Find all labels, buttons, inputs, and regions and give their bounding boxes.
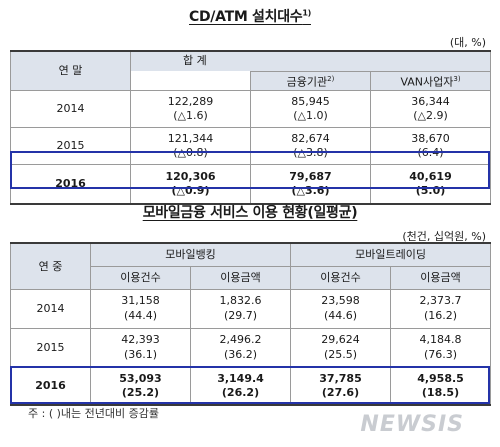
value-cell: 23,598 (290, 289, 392, 309)
change-cell: (36.2) (189, 347, 292, 368)
table-row: (△0.9) (△3.6) (5.0) (10, 184, 492, 204)
change-cell: (25.5) (290, 347, 392, 368)
change-cell: (18.5) (390, 386, 492, 405)
change-cell: (25.2) (90, 386, 191, 405)
value-cell: 79,687 (250, 164, 371, 184)
change-cell: (6.4) (369, 146, 492, 165)
table-row: 2014 31,158 1,832.6 23,598 2,373.7 (10, 289, 492, 329)
header-van: VAN사업자3) (369, 70, 492, 91)
header-banking-count: 이용건수 (90, 266, 191, 290)
value-cell: 29,624 (290, 328, 392, 348)
value-cell: 82,674 (250, 127, 371, 146)
value-cell: 36,344 (369, 90, 492, 109)
table2-title: 모바일금융 서비스 이용 현황(일평균) (142, 205, 358, 221)
change-cell: (△1.6) (130, 109, 251, 128)
change-cell: (26.2) (189, 386, 292, 405)
change-cell: (29.7) (189, 308, 292, 329)
table-row: 2016 53,093 3,149.4 37,785 4,958.5 (10, 367, 492, 405)
footnote: 주 : ( )내는 전년대비 증감률 (28, 407, 159, 420)
header-van-sup: 3) (453, 74, 461, 83)
value-cell: 120,306 (130, 164, 251, 184)
header-year: 연 중 (10, 242, 91, 290)
header-banking: 모바일뱅킹 (89, 242, 292, 267)
change-cell: (36.1) (90, 347, 191, 368)
value-cell: 37,785 (290, 367, 392, 386)
year-cell: 2015 (10, 127, 131, 165)
change-cell: (44.4) (90, 308, 191, 329)
value-cell: 2,373.7 (390, 289, 492, 309)
change-cell: (76.3) (390, 347, 492, 368)
value-cell: 38,670 (369, 127, 492, 146)
table1-title-text: CD/ATM 설치대수 (189, 9, 303, 25)
table-row: (36.1) (36.2) (25.5) (76.3) (11, 347, 492, 368)
table-row: 2016 120,306 79,687 40,619 (10, 164, 492, 204)
value-cell: 53,093 (90, 367, 191, 386)
header-banking-amount: 이용금액 (189, 266, 292, 290)
table-row: 2015 121,344 82,674 38,670 (10, 127, 492, 165)
value-cell: 85,945 (250, 90, 371, 109)
table1-title-sup: 1) (302, 8, 311, 18)
year-cell: 2014 (10, 289, 91, 329)
change-cell: (27.6) (290, 386, 392, 405)
year-cell: 2016 (10, 367, 91, 405)
value-cell: 4,958.5 (390, 367, 492, 386)
header-financial: 금융기관2) (250, 70, 371, 91)
table-row: (△1.6) (△1.0) (△2.9) (11, 109, 492, 128)
header-total: 합 계 (129, 50, 492, 71)
table-row: 2014 122,289 85,945 36,344 (10, 90, 492, 128)
header-trading-amount: 이용금액 (390, 266, 492, 290)
header-total-blank (130, 70, 251, 91)
table-row: (44.4) (29.7) (44.6) (16.2) (11, 308, 492, 329)
table1-title: CD/ATM 설치대수1) (0, 6, 500, 26)
table1-unit: (대, %) (449, 36, 486, 49)
header-financial-text: 금융기관 (286, 75, 328, 89)
value-cell: 40,619 (369, 164, 492, 184)
table-row: (25.2) (26.2) (27.6) (18.5) (10, 386, 492, 405)
cdatm-table: 연 말 합 계 금융기관2) VAN사업자3) 2014 122,289 85,… (10, 50, 492, 205)
table-row: 2015 42,393 2,496.2 29,624 4,184.8 (10, 328, 492, 368)
header-van-text: VAN사업자 (400, 75, 454, 89)
value-cell: 121,344 (130, 127, 251, 146)
header-year: 연 말 (10, 50, 131, 91)
change-cell: (△3.6) (250, 184, 371, 204)
change-cell: (△3.8) (250, 146, 371, 165)
table-row: (△0.8) (△3.8) (6.4) (11, 146, 492, 165)
change-cell: (△2.9) (369, 109, 492, 128)
year-cell: 2015 (10, 328, 91, 368)
change-cell: (44.6) (290, 308, 392, 329)
value-cell: 2,496.2 (189, 328, 292, 348)
value-cell: 4,184.8 (390, 328, 492, 348)
year-cell: 2016 (10, 164, 131, 204)
change-cell: (16.2) (390, 308, 492, 329)
header-trading: 모바일트레이딩 (290, 242, 492, 267)
value-cell: 3,149.4 (189, 367, 292, 386)
header-financial-sup: 2) (327, 74, 335, 83)
newsis-watermark: NEWSIS (360, 412, 464, 437)
value-cell: 122,289 (130, 90, 251, 109)
value-cell: 31,158 (90, 289, 191, 309)
mobile-finance-table: 연 중 모바일뱅킹 모바일트레이딩 이용건수 이용금액 이용건수 이용금액 20… (10, 242, 492, 406)
change-cell: (5.0) (369, 184, 492, 204)
change-cell: (△0.8) (130, 146, 251, 165)
change-cell: (△0.9) (130, 184, 251, 204)
header-trading-count: 이용건수 (290, 266, 392, 290)
year-cell: 2014 (10, 90, 131, 128)
value-cell: 42,393 (90, 328, 191, 348)
table2-unit: (천건, 십억원, %) (402, 230, 486, 243)
change-cell: (△1.0) (250, 109, 371, 128)
value-cell: 1,832.6 (189, 289, 292, 309)
